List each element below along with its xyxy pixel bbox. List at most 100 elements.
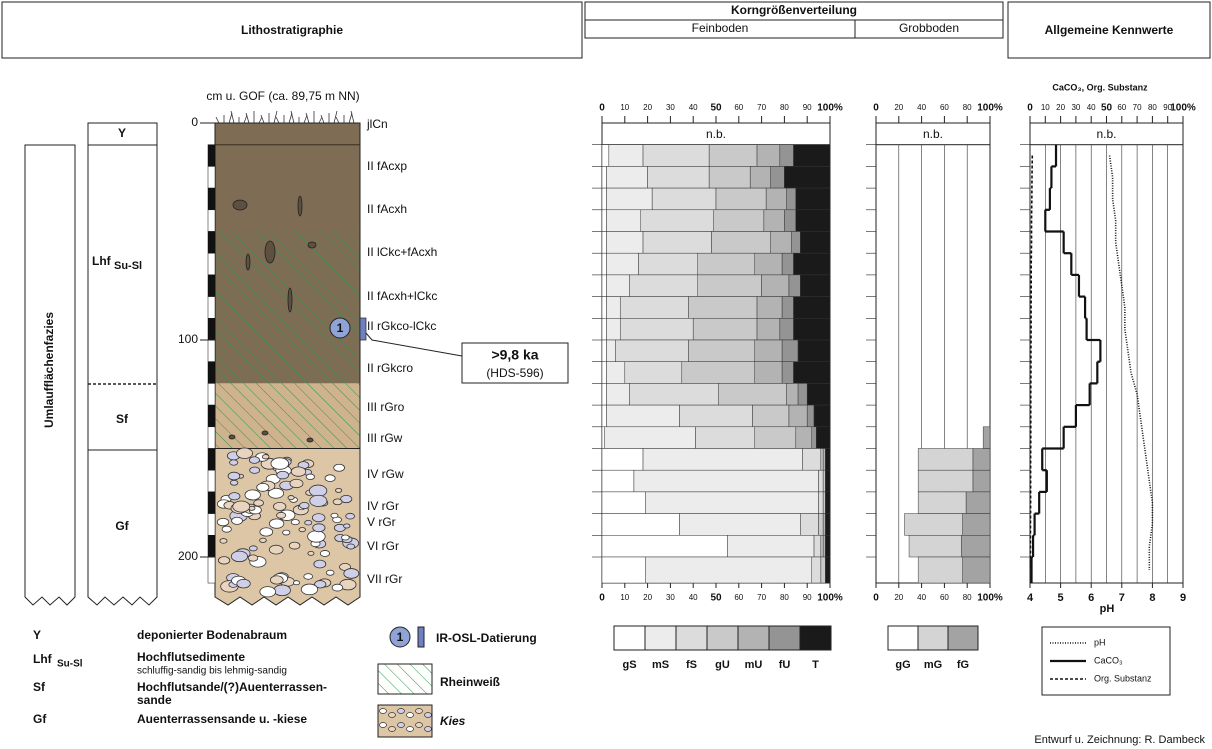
grain-segment bbox=[692, 318, 758, 341]
grain-segment bbox=[619, 296, 689, 319]
pebble bbox=[229, 459, 239, 466]
grass bbox=[288, 112, 293, 124]
scale-bar bbox=[207, 318, 216, 341]
horizon-label: II fAcxh bbox=[367, 202, 407, 216]
pebble bbox=[232, 500, 251, 513]
grain-segment bbox=[601, 231, 607, 254]
grain-segment bbox=[606, 187, 653, 211]
grain-segment bbox=[754, 339, 783, 362]
grain-segment bbox=[638, 252, 699, 276]
grain-segment bbox=[688, 339, 756, 362]
pebble bbox=[249, 466, 261, 474]
pebble bbox=[324, 474, 336, 482]
grain-segment bbox=[770, 166, 785, 189]
horizon-label: III rGw bbox=[367, 431, 403, 445]
grain-segment bbox=[793, 252, 831, 276]
grain-segment bbox=[822, 535, 826, 558]
legend-swatch bbox=[799, 625, 832, 651]
pebble bbox=[290, 466, 307, 477]
x-tick-label: 70 bbox=[757, 593, 766, 602]
pebble bbox=[319, 550, 330, 557]
scale-bar bbox=[207, 144, 216, 167]
grain-segment bbox=[781, 339, 799, 362]
pebble bbox=[304, 519, 313, 526]
grass bbox=[245, 112, 250, 124]
horizon-label: II rGkcro bbox=[367, 361, 413, 375]
pebble bbox=[221, 525, 232, 533]
gravel-segment bbox=[908, 535, 962, 558]
pebble bbox=[264, 240, 276, 264]
x-tick-label: 100% bbox=[1170, 103, 1196, 114]
grain-segment bbox=[756, 318, 781, 341]
pebble bbox=[388, 712, 396, 718]
grain-segment bbox=[793, 144, 831, 167]
scale-bar bbox=[207, 231, 216, 254]
legend-class: fS bbox=[686, 659, 697, 671]
x-tick-label: 20 bbox=[643, 103, 652, 112]
grass bbox=[230, 110, 235, 124]
grain-segment bbox=[763, 209, 785, 232]
grain-segment bbox=[797, 339, 831, 362]
pebble bbox=[228, 492, 241, 501]
grain-segment bbox=[711, 231, 771, 254]
grain-segment bbox=[688, 296, 758, 319]
grass bbox=[348, 112, 353, 124]
grass bbox=[333, 110, 338, 124]
grain-segment bbox=[601, 252, 607, 276]
osl-lab: (HDS-596) bbox=[486, 366, 543, 380]
grain-segment bbox=[640, 209, 714, 232]
pebble bbox=[261, 430, 269, 436]
horizon-label: II fAcxp bbox=[367, 159, 407, 173]
pebble bbox=[415, 708, 423, 714]
pebble bbox=[230, 550, 248, 563]
x-tick-label: 60 bbox=[1117, 103, 1126, 112]
x-tick-label: 40 bbox=[689, 593, 698, 602]
legend-class: mS bbox=[652, 659, 669, 671]
x-tick-label: 0 bbox=[1027, 103, 1033, 114]
legend-swatch bbox=[737, 625, 770, 651]
grain-segment bbox=[816, 426, 831, 449]
org-line bbox=[1029, 155, 1034, 571]
grain-segment bbox=[606, 166, 648, 189]
pebble bbox=[415, 722, 423, 728]
pebble bbox=[261, 454, 270, 460]
grain-segment bbox=[779, 318, 794, 341]
credit: Entwurf u. Zeichnung: R. Dambeck bbox=[1034, 734, 1205, 746]
x-tick-label: 60 bbox=[734, 593, 743, 602]
scale-bar bbox=[207, 166, 216, 189]
pebble bbox=[227, 471, 241, 481]
pebble bbox=[379, 722, 387, 728]
grain-segment bbox=[601, 187, 607, 211]
x-tick-label: 20 bbox=[894, 593, 903, 602]
scale-bar bbox=[207, 426, 216, 449]
grain-segment bbox=[715, 187, 767, 211]
x-tick-label: 20 bbox=[1056, 103, 1065, 112]
grain-segment bbox=[822, 513, 826, 536]
pebble bbox=[273, 502, 287, 511]
x-tick-label: 50 bbox=[710, 593, 722, 604]
header-box bbox=[854, 19, 1004, 39]
scale-bar bbox=[207, 491, 216, 514]
grain-segment bbox=[606, 339, 616, 362]
grass bbox=[260, 114, 265, 124]
grain-segment bbox=[713, 209, 765, 232]
pebble bbox=[244, 489, 261, 501]
grain-segment bbox=[604, 426, 696, 449]
grain-segment bbox=[606, 318, 621, 341]
legend-osl-sample bbox=[417, 626, 425, 648]
legend-swatch bbox=[613, 625, 646, 651]
pebble bbox=[313, 559, 327, 569]
pebble bbox=[269, 518, 285, 529]
pebble bbox=[232, 199, 248, 211]
horizon-label: VI rGr bbox=[367, 539, 399, 553]
legend-code: Y bbox=[33, 628, 41, 642]
x-tick-label: 30 bbox=[666, 103, 675, 112]
grain-segment bbox=[679, 513, 801, 536]
facies-column bbox=[24, 144, 76, 606]
grain-segment bbox=[800, 231, 831, 254]
ph-line bbox=[1108, 155, 1154, 571]
x-tick-label: 30 bbox=[666, 593, 675, 602]
pebble bbox=[341, 534, 350, 541]
legend-swatch bbox=[887, 625, 919, 651]
grain-segment bbox=[825, 448, 831, 471]
